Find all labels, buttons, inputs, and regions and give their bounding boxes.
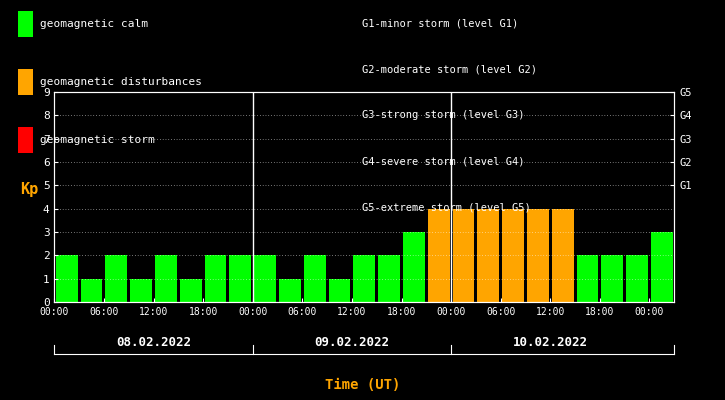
Bar [254,255,276,302]
Text: 09.02.2022: 09.02.2022 [315,336,389,348]
Bar [552,209,573,302]
Text: G3-strong storm (level G3): G3-strong storm (level G3) [362,110,525,120]
Bar [279,279,301,302]
Bar [378,255,400,302]
Bar [353,255,376,302]
Bar [328,279,350,302]
Bar [502,209,524,302]
Text: G2-moderate storm (level G2): G2-moderate storm (level G2) [362,64,537,74]
Bar [80,279,102,302]
Bar [180,279,202,302]
Text: geomagnetic storm: geomagnetic storm [40,135,154,145]
Bar [105,255,128,302]
Bar [576,255,598,302]
Text: 10.02.2022: 10.02.2022 [513,336,588,348]
Bar [651,232,673,302]
Text: G5-extreme storm (level G5): G5-extreme storm (level G5) [362,202,531,212]
Bar [304,255,326,302]
Bar [155,255,177,302]
Bar [626,255,648,302]
Bar [204,255,226,302]
Text: Time (UT): Time (UT) [325,378,400,392]
Text: G4-severe storm (level G4): G4-severe storm (level G4) [362,156,525,166]
Text: G1-minor storm (level G1): G1-minor storm (level G1) [362,18,519,28]
Text: 08.02.2022: 08.02.2022 [116,336,191,348]
Bar [452,209,474,302]
Bar [527,209,549,302]
Bar [403,232,425,302]
Y-axis label: Kp: Kp [20,182,38,197]
Text: geomagnetic calm: geomagnetic calm [40,19,148,29]
Bar [428,209,450,302]
Bar [130,279,152,302]
Bar [601,255,624,302]
Bar [229,255,252,302]
Bar [56,255,78,302]
Text: geomagnetic disturbances: geomagnetic disturbances [40,77,202,87]
Bar [477,209,500,302]
